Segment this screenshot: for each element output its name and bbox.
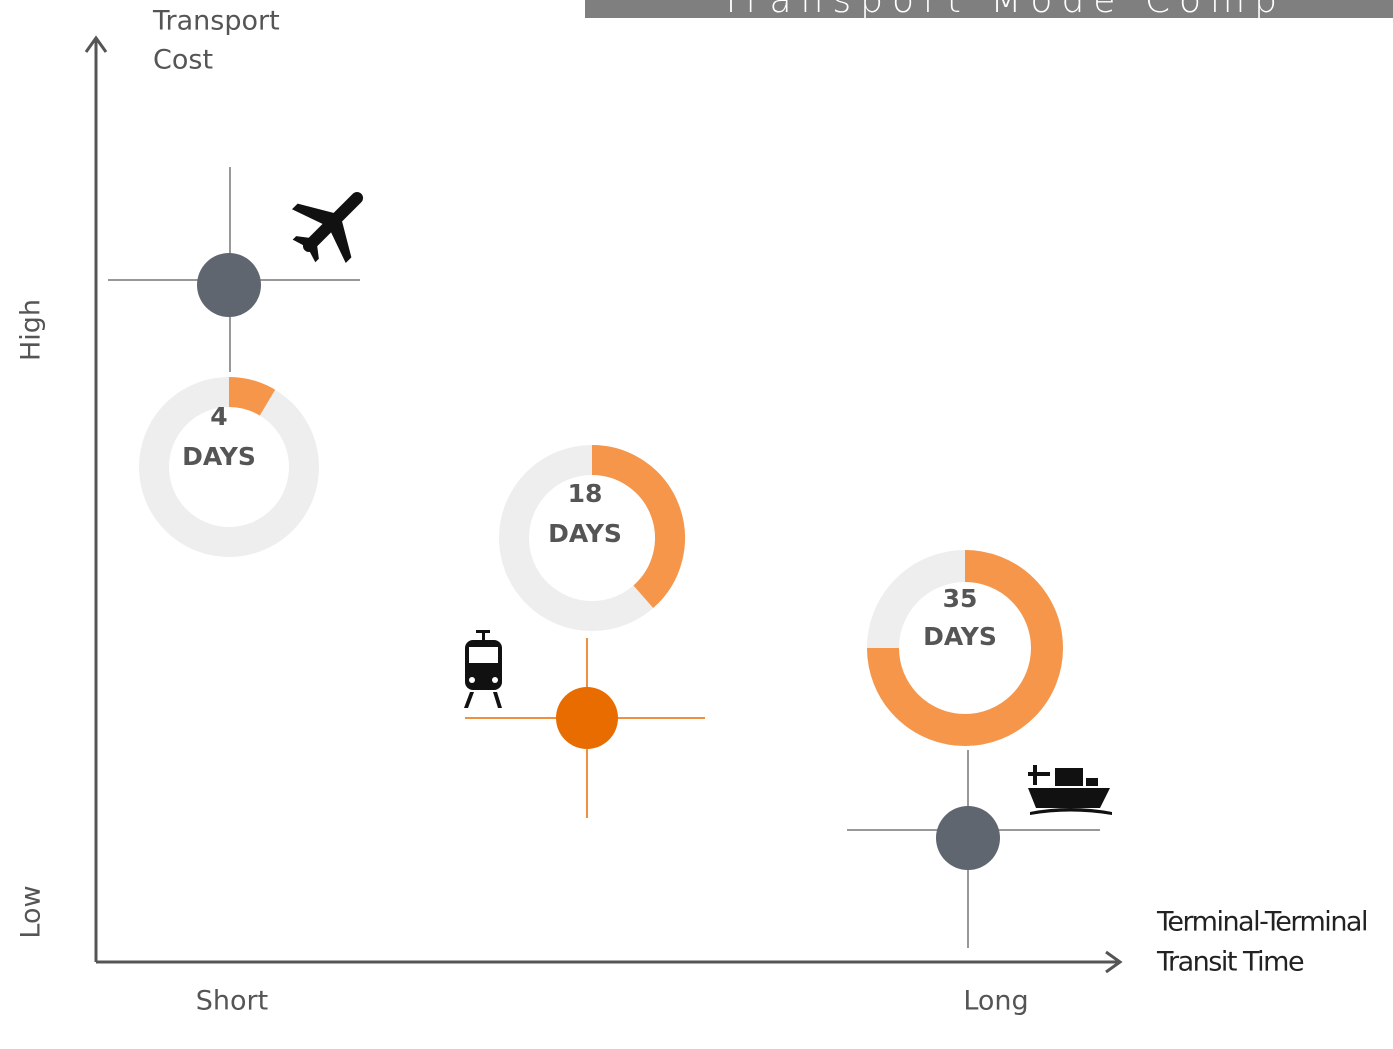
ring-value: 35 <box>943 584 978 613</box>
title: Transport Mode Comp <box>720 0 1286 21</box>
sea-dot <box>936 806 1000 870</box>
ring-value: 4 <box>210 402 227 431</box>
ship-icon <box>1028 765 1112 815</box>
y-axis-label: Cost <box>153 45 213 76</box>
x-axis-label: Terminal-Terminal <box>1156 907 1367 938</box>
long-label: Long <box>963 986 1028 1017</box>
ring-arc <box>591 445 685 609</box>
ring-unit: DAYS <box>548 519 622 548</box>
y-axis-label: Transport <box>152 6 280 37</box>
y-arrow <box>84 35 108 53</box>
train-icon <box>464 630 502 708</box>
title-bar <box>585 0 1393 18</box>
high-label: High <box>16 299 47 361</box>
plane-icon <box>291 191 364 264</box>
ring-unit: DAYS <box>923 622 997 651</box>
ring-arc <box>228 377 276 416</box>
ring-unit: DAYS <box>182 442 256 471</box>
ring-value: 18 <box>568 479 603 508</box>
ring-arc <box>867 550 1063 746</box>
low-label: Low <box>16 885 47 938</box>
x-arrow <box>1105 950 1123 974</box>
short-label: Short <box>196 986 268 1017</box>
rail-dot <box>556 687 618 749</box>
air-dot <box>197 253 261 317</box>
x-axis-label: Transit Time <box>1156 947 1304 978</box>
